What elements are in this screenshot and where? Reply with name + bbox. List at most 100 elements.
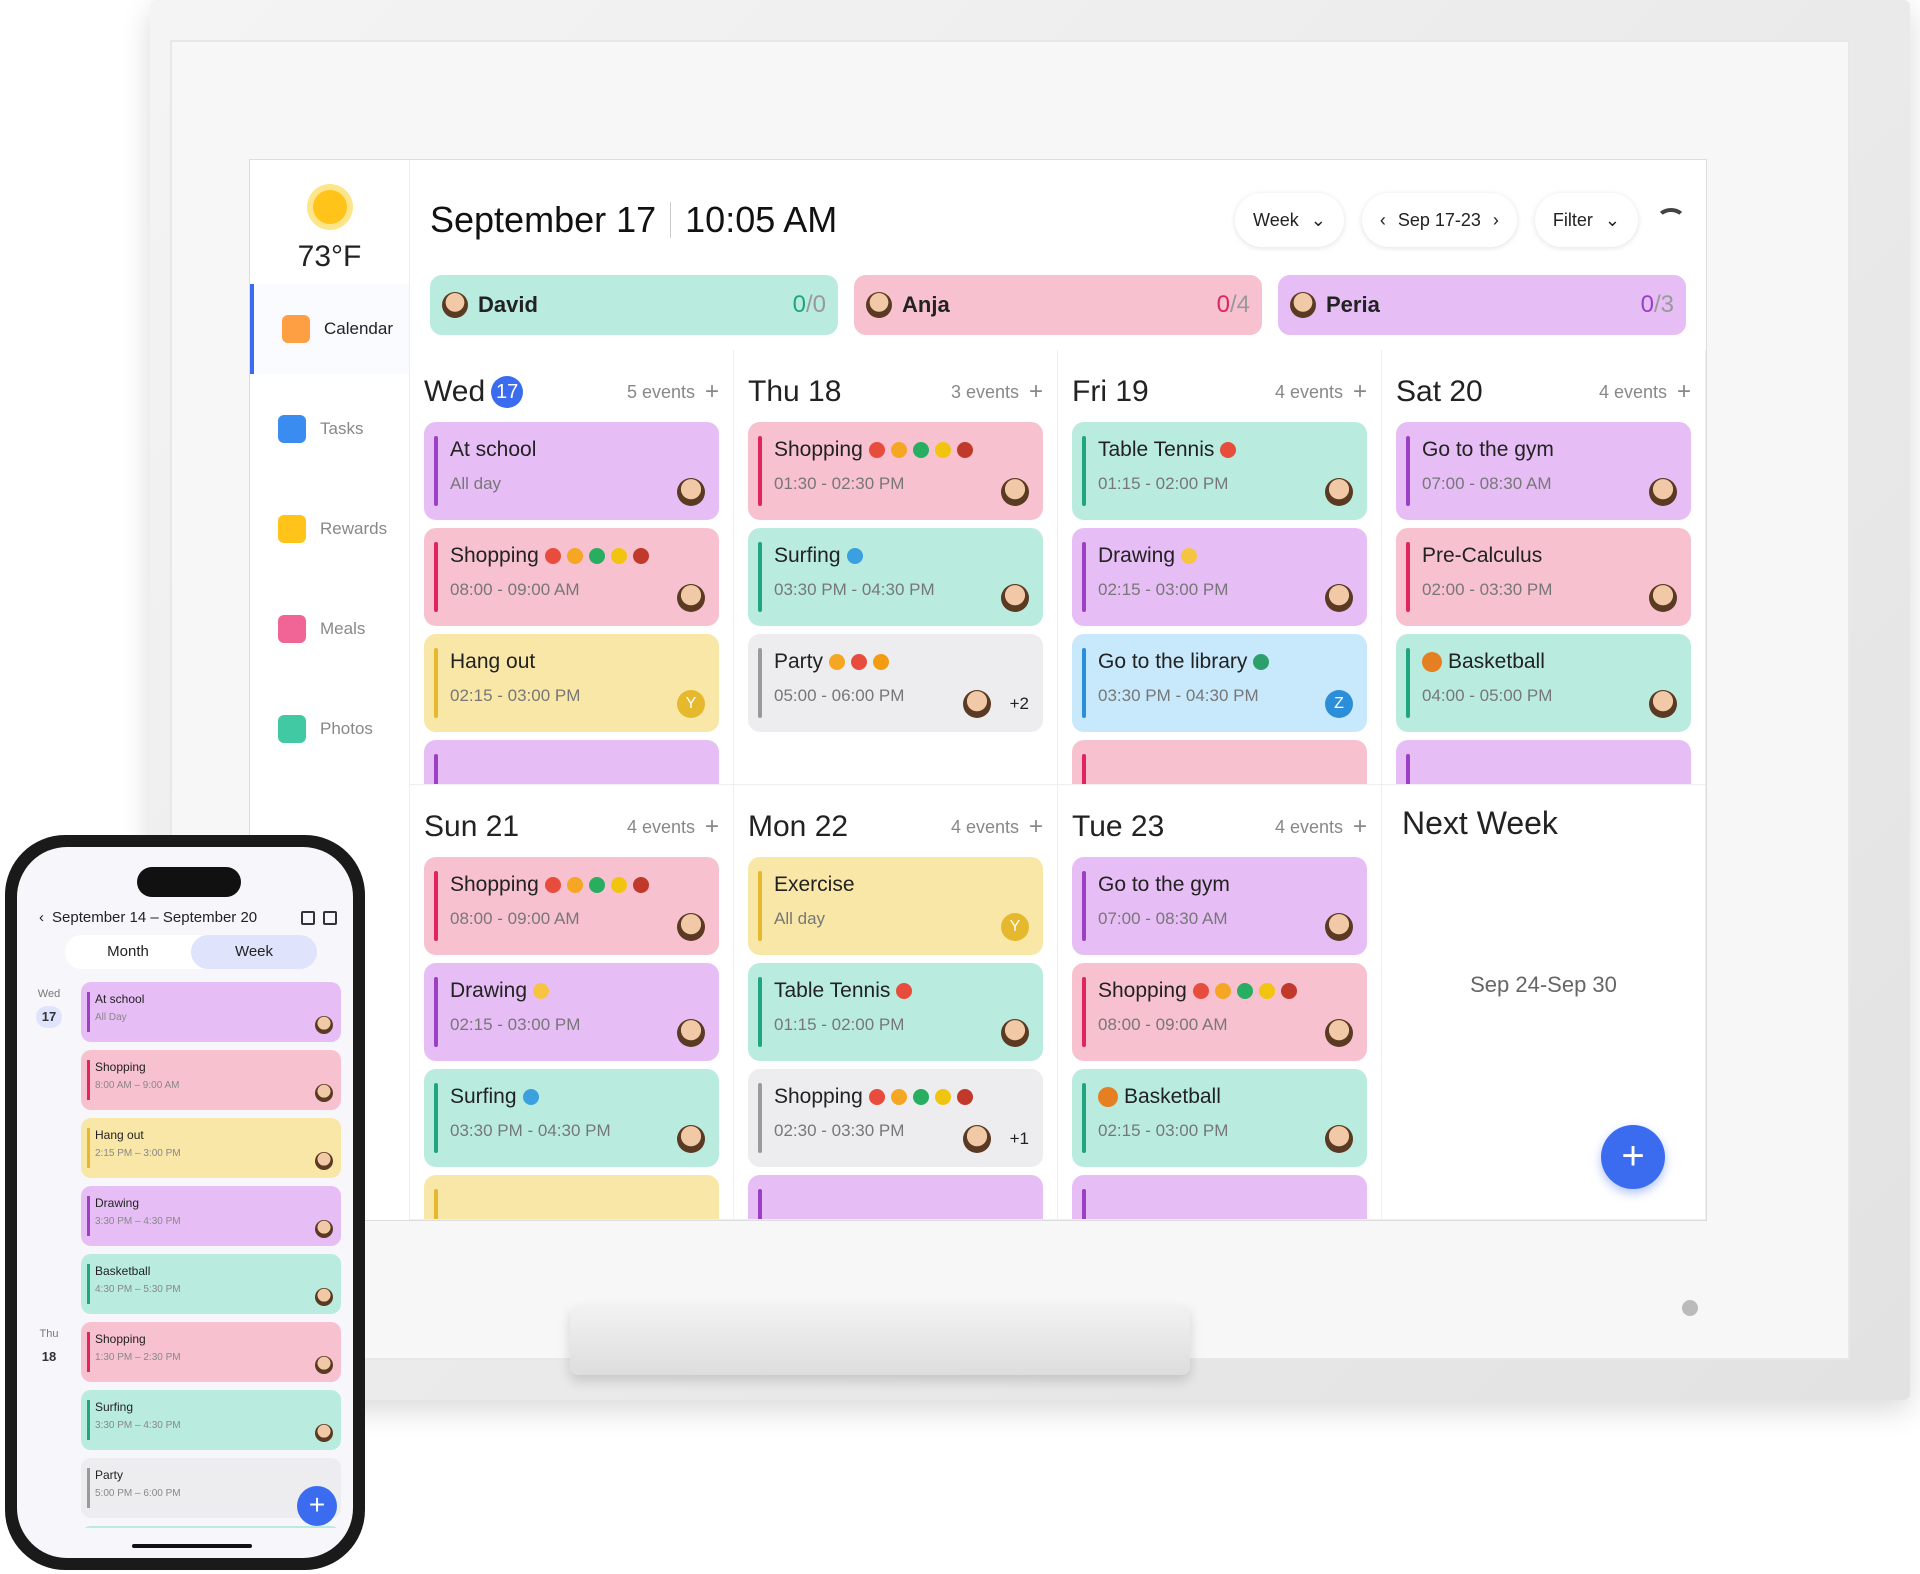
sidebar-item-rewards[interactable]: Rewards xyxy=(250,484,409,574)
avatar xyxy=(315,1356,333,1374)
add-event-button[interactable]: + xyxy=(1028,378,1043,405)
phone-event-time: 5:00 PM – 6:00 PM xyxy=(95,1488,181,1499)
sidebar-item-meals[interactable]: Meals xyxy=(250,584,409,674)
next-week-button[interactable]: › xyxy=(1492,209,1499,230)
person-chip-david[interactable]: David 0/0 xyxy=(430,275,838,335)
avatar xyxy=(315,1424,333,1442)
more-attendees: +1 xyxy=(1009,1129,1029,1148)
assignee-badge: Y xyxy=(677,690,705,718)
sun-icon xyxy=(312,190,347,224)
corn-icon xyxy=(934,1089,951,1105)
phone-day-label xyxy=(17,1458,81,1526)
cart-icon xyxy=(544,548,561,564)
sidebar-item-calendar[interactable]: Calendar xyxy=(250,284,409,374)
prev-week-button[interactable]: ‹ xyxy=(1379,209,1386,230)
pencil-icon xyxy=(533,983,550,999)
photo-icon xyxy=(278,715,306,743)
today-badge: 17 xyxy=(491,376,524,408)
view-dropdown[interactable]: Week ⌄ xyxy=(1235,193,1344,247)
phone-add-event-button[interactable]: + xyxy=(297,1486,337,1526)
event-card[interactable]: Table Tennis 01:15 - 02:00 PM xyxy=(1072,422,1367,520)
event-time: 01:15 - 02:00 PM xyxy=(774,1015,905,1034)
add-event-button[interactable]: + xyxy=(1352,813,1367,840)
event-title-row: Basketball xyxy=(1098,1085,1351,1109)
event-card[interactable] xyxy=(1072,740,1367,784)
event-card[interactable]: Go to the library 03:30 PM - 04:30 PM Z xyxy=(1072,634,1367,732)
event-card[interactable]: Shopping 08:00 - 09:00 AM xyxy=(1072,963,1367,1061)
sidebar-item-tasks[interactable]: Tasks xyxy=(250,384,409,474)
event-card[interactable]: Go to the gym 07:00 - 08:30 AM xyxy=(1396,422,1691,520)
back-icon[interactable]: ‹ xyxy=(39,909,44,926)
current-date: September 17 xyxy=(430,199,657,240)
avatar xyxy=(1001,584,1029,612)
event-card[interactable] xyxy=(748,1175,1043,1219)
phone-event-card[interactable]: Drawing 3:30 PM – 4:30 PM xyxy=(81,1186,341,1246)
phone-view-tabs: Month Week xyxy=(65,935,317,969)
phone-event-card[interactable]: Surfing 3:30 PM – 4:30 PM xyxy=(81,1390,341,1450)
event-card[interactable]: Exercise All day Y xyxy=(748,857,1043,955)
sidebar: 73°F Calendar Tasks Rewards Meals Photos xyxy=(250,160,410,1220)
avatar xyxy=(1325,1019,1353,1047)
event-card[interactable]: Party 05:00 - 06:00 PM +2 xyxy=(748,634,1043,732)
event-card[interactable]: Surfing 03:30 PM - 04:30 PM xyxy=(424,1069,719,1167)
event-card[interactable] xyxy=(1396,740,1691,784)
event-card[interactable]: Surfing 03:30 PM - 04:30 PM xyxy=(748,528,1043,626)
event-card[interactable]: Basketball 02:15 - 03:00 PM xyxy=(1072,1069,1367,1167)
event-card[interactable]: Hang out 02:15 - 03:00 PM Y xyxy=(424,634,719,732)
event-card[interactable] xyxy=(424,740,719,784)
person-chip-peria[interactable]: Peria 0/3 xyxy=(1278,275,1686,335)
add-event-button[interactable]: + xyxy=(1028,813,1043,840)
phone-event-card[interactable]: Hang out 2:15 PM – 3:00 PM xyxy=(81,1118,341,1178)
day-cell: Sat 20 4 events + Go to the gym 07:00 - 08:3… xyxy=(1382,350,1706,785)
event-card[interactable] xyxy=(1072,1175,1367,1219)
event-time: 08:00 - 09:00 AM xyxy=(1098,1015,1228,1034)
avatar xyxy=(1649,584,1677,612)
event-card[interactable]: Go to the gym 07:00 - 08:30 AM xyxy=(1072,857,1367,955)
event-title-row: Go to the library xyxy=(1098,650,1351,674)
assignee-badge: Y xyxy=(1001,913,1029,941)
day-label: Fri 19 xyxy=(1072,375,1149,408)
person-chip-anja[interactable]: Anja 0/4 xyxy=(854,275,1262,335)
day-number: 17 xyxy=(36,1006,62,1028)
sidebar-item-photos[interactable]: Photos xyxy=(250,684,409,774)
event-title-row: Shopping xyxy=(774,438,1027,462)
add-event-button[interactable]: + xyxy=(1676,378,1691,405)
phone-event-card[interactable]: At school All Day xyxy=(81,982,341,1042)
event-card[interactable]: Drawing 02:15 - 03:00 PM xyxy=(1072,528,1367,626)
event-title: Table Tennis xyxy=(1098,438,1215,461)
day-of-week: Thu xyxy=(39,1328,59,1340)
tab-month[interactable]: Month xyxy=(107,943,149,960)
event-time: 03:30 PM - 04:30 PM xyxy=(774,580,935,599)
tab-week[interactable]: Week xyxy=(191,935,317,969)
event-card[interactable]: Shopping 08:00 - 09:00 AM xyxy=(424,528,719,626)
event-card[interactable] xyxy=(424,1175,719,1219)
grid-view-icon[interactable] xyxy=(301,910,315,925)
event-card[interactable]: Pre-Calculus 02:00 - 03:30 PM xyxy=(1396,528,1691,626)
phone-event-card[interactable]: Basketball 4:30 PM – 5:30 PM xyxy=(81,1254,341,1314)
phone-event-title: Hang out xyxy=(95,1128,144,1142)
avatar xyxy=(315,1084,333,1102)
event-card[interactable]: Drawing 02:15 - 03:00 PM xyxy=(424,963,719,1061)
wifi-icon[interactable] xyxy=(1656,208,1686,232)
pencil-icon xyxy=(1181,548,1198,564)
temperature: 73°F xyxy=(297,240,362,273)
add-event-button[interactable]: + xyxy=(1352,378,1367,405)
phone-event-card[interactable] xyxy=(81,1526,341,1528)
phone-event-card[interactable]: Shopping 1:30 PM – 2:30 PM xyxy=(81,1322,341,1382)
meat-icon xyxy=(632,877,649,893)
event-card[interactable]: Shopping 02:30 - 03:30 PM +1 xyxy=(748,1069,1043,1167)
event-card[interactable]: At school All day xyxy=(424,422,719,520)
event-card[interactable]: Table Tennis 01:15 - 02:00 PM xyxy=(748,963,1043,1061)
event-card[interactable]: Basketball 04:00 - 05:00 PM xyxy=(1396,634,1691,732)
phone-row: Shopping 8:00 AM – 9:00 AM xyxy=(17,1050,353,1118)
phone-event-card[interactable]: Shopping 8:00 AM – 9:00 AM xyxy=(81,1050,341,1110)
event-card[interactable]: Shopping 08:00 - 09:00 AM xyxy=(424,857,719,955)
add-event-fab[interactable]: + xyxy=(1601,1125,1665,1189)
filter-dropdown[interactable]: Filter ⌄ xyxy=(1535,193,1638,247)
phone-day-label xyxy=(17,1186,81,1254)
calendar-icon[interactable] xyxy=(323,910,337,925)
add-event-button[interactable]: + xyxy=(704,813,719,840)
add-event-button[interactable]: + xyxy=(704,378,719,405)
tasks-done: 0 xyxy=(1216,291,1230,318)
event-card[interactable]: Shopping 01:30 - 02:30 PM xyxy=(748,422,1043,520)
